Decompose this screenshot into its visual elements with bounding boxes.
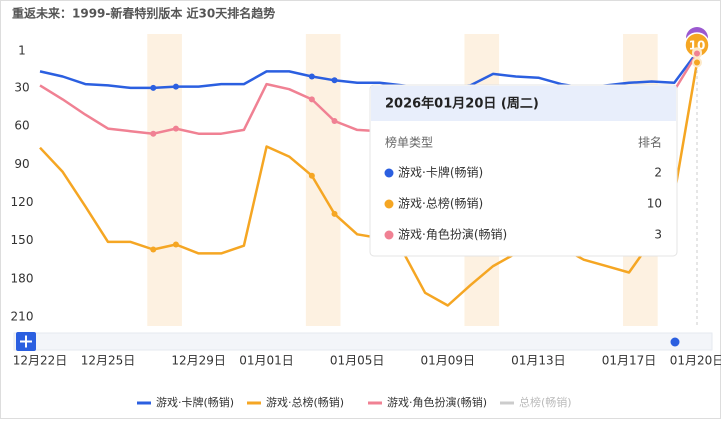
slider-handle[interactable]	[670, 337, 680, 347]
point	[331, 118, 338, 124]
x-tick-label: 01月05日	[330, 354, 385, 368]
tooltip-value: 3	[654, 228, 662, 242]
point	[150, 130, 157, 137]
tooltip-dot	[384, 230, 394, 240]
y-tick-label: 210	[11, 310, 34, 324]
tooltip-name: 游戏·角色扮演(畅销)	[398, 227, 507, 242]
tooltip-dot	[384, 168, 394, 178]
x-tick-label: 12月29日	[171, 354, 226, 368]
x-tick-label: 01月13日	[511, 354, 566, 368]
y-tick-label: 30	[14, 80, 29, 94]
tooltip-name: 游戏·卡牌(畅销)	[398, 166, 483, 180]
x-tick-label: 01月01日	[239, 354, 294, 368]
y-tick-label: 90	[14, 157, 29, 171]
x-tick-label: 01月20日	[670, 354, 721, 368]
y-tick-label: 120	[11, 195, 34, 209]
tooltip: 2026年01月20日 (周二) 榜单类型 排名 游戏·卡牌(畅销) 2 游戏·总榜…	[369, 84, 678, 257]
legend-label[interactable]: 游戏·角色扮演(畅销)	[387, 395, 487, 409]
legend-label[interactable]: 游戏·总榜(畅销)	[266, 395, 344, 409]
tooltip-value: 10	[647, 197, 662, 211]
point	[308, 96, 315, 103]
point	[331, 210, 338, 217]
tooltip-header	[371, 86, 676, 121]
tooltip-title: 2026年01月20日 (周二)	[385, 96, 539, 112]
tooltip-value: 2	[654, 166, 662, 180]
end-point	[692, 48, 702, 59]
y-tick-label: 150	[11, 233, 34, 247]
slider[interactable]	[13, 332, 713, 351]
legend-label[interactable]: 游戏·卡牌(畅销)	[156, 395, 234, 409]
tooltip-col-value: 排名	[638, 135, 662, 150]
y-tick-label: 180	[11, 271, 34, 285]
point	[172, 83, 179, 90]
tooltip-name: 游戏·总榜(畅销)	[398, 196, 483, 211]
x-tick-label: 01月17日	[602, 354, 657, 368]
pin-label: 10	[689, 39, 706, 53]
plus-icon	[20, 335, 32, 348]
y-tick-label: 1	[18, 44, 26, 58]
point	[172, 125, 179, 132]
series-line	[39, 62, 699, 307]
slider-track[interactable]	[13, 332, 713, 351]
chart-title: 重返未来：1999-新春特别版本 近30天排名趋势	[12, 6, 275, 21]
x-tick-label: 12月25日	[81, 354, 136, 368]
tooltip-dot	[384, 199, 394, 209]
y-tick-label: 60	[14, 119, 29, 133]
point	[150, 84, 157, 91]
tooltip-col-name: 榜单类型	[385, 135, 433, 150]
point	[308, 172, 315, 179]
tooltip-box	[369, 84, 678, 257]
point	[150, 246, 157, 253]
legend-label[interactable]: 总榜(畅销)	[519, 395, 572, 409]
x-tick-label: 01月09日	[421, 354, 476, 368]
x-tick-label: 12月22日	[13, 354, 68, 368]
point	[331, 77, 338, 84]
point	[172, 241, 179, 248]
point	[308, 73, 315, 80]
end-point	[692, 57, 702, 68]
weekend-band	[147, 34, 182, 326]
